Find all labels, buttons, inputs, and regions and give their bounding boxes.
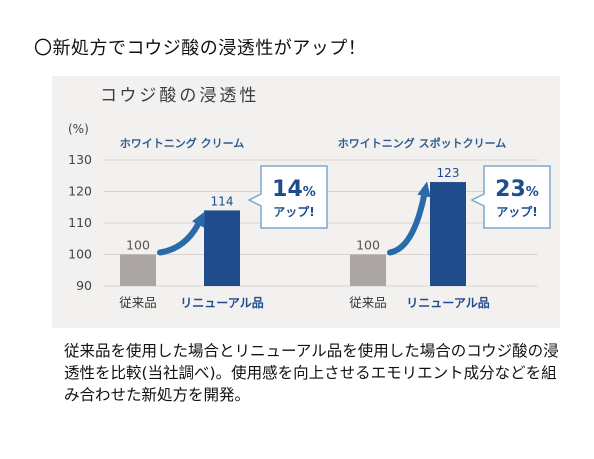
x-tick-label: リニューアル品 [406, 296, 489, 310]
badge-text: アップ! [273, 204, 314, 219]
badge-percent: 23% [495, 177, 539, 202]
data-label: 123 [437, 166, 460, 180]
callout-badge [247, 165, 328, 229]
y-tick-label: 90 [76, 278, 92, 293]
data-label: 100 [356, 238, 380, 253]
callout-badge [470, 165, 551, 229]
increase-arrow-head [192, 211, 206, 228]
increase-arrow-head [417, 181, 431, 198]
y-tick-label: 120 [68, 184, 92, 199]
y-tick-label: 100 [68, 247, 92, 262]
badge-percent: 14% [272, 177, 316, 202]
panel-title: ホワイトニング クリーム [120, 136, 245, 150]
headline: 〇新処方でコウジ酸の浸透性がアップ！ [34, 38, 367, 59]
bar [120, 254, 156, 286]
chart: コウジ酸の浸透性 (%) 90 100 110 120 130 ホワイトニング クリーム 100… [68, 86, 551, 310]
x-tick-label: 従来品 [349, 295, 387, 310]
panel-title: ホワイトニング スポットクリーム [338, 136, 507, 150]
caption: 従来品を使用した場合とリニューアル品を使用した場合のコウジ酸の浸透性を比較(当社… [64, 342, 559, 404]
bar [204, 210, 240, 286]
increase-arrow [387, 193, 427, 256]
chart-title: コウジ酸の浸透性 [100, 86, 259, 106]
increase-arrow [157, 221, 201, 256]
data-label: 114 [211, 194, 234, 208]
chart-area: コウジ酸の浸透性 (%) 90 100 110 120 130 ホワイトニング クリーム 100… [52, 76, 560, 328]
y-axis-unit: (%) [68, 122, 89, 136]
badge-text: アップ! [496, 204, 537, 219]
data-label: 100 [126, 238, 150, 253]
bar [430, 182, 466, 286]
y-tick-label: 130 [68, 152, 92, 167]
bar [350, 254, 386, 286]
x-tick-label: 従来品 [119, 295, 157, 310]
y-tick-label: 110 [68, 215, 92, 230]
x-tick-label: リニューアル品 [180, 296, 263, 310]
